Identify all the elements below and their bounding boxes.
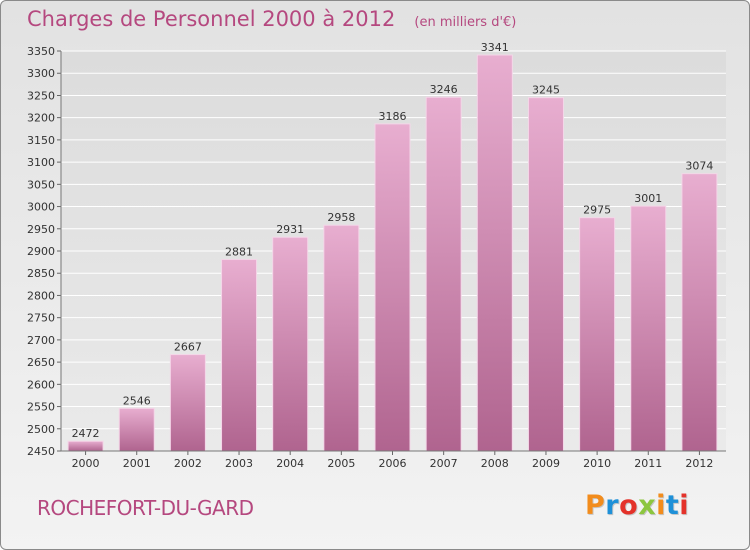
bar-2012 — [681, 173, 718, 452]
y-axis: 2450 2500 2550 2600 2650 2700 2750 2800 2850 2900… — [27, 45, 62, 458]
y-tick-label: 2950 — [27, 223, 55, 236]
logo-letter: o — [619, 490, 639, 521]
bar-2007 — [425, 96, 462, 452]
chart-unit-note: (en milliers d'€) — [414, 15, 517, 30]
x-tick-label: 2005 — [327, 457, 355, 470]
y-tick-label: 2650 — [27, 356, 55, 369]
bar-2001 — [118, 407, 155, 452]
bar-2005 — [323, 224, 360, 452]
bar-value-label: 2472 — [72, 427, 100, 440]
y-tick-label: 2750 — [27, 312, 55, 325]
x-tick-label: 2008 — [481, 457, 509, 470]
y-tick-label: 3250 — [27, 89, 55, 102]
bar-2008 — [476, 54, 513, 452]
y-tick-label: 2550 — [27, 401, 55, 414]
chart-title-row: Charges de Personnel 2000 à 2012 (en mil… — [27, 7, 516, 31]
y-tick-label: 2800 — [27, 289, 55, 302]
chart-title: Charges de Personnel 2000 à 2012 — [27, 7, 396, 31]
bar-value-label: 2667 — [174, 341, 202, 354]
logo-letter: r — [605, 490, 620, 521]
bar-value-label: 2958 — [327, 211, 355, 224]
logo-letter: x — [638, 490, 657, 521]
commune-name: ROCHEFORT-DU-GARD — [37, 496, 254, 520]
logo-letter: i — [679, 490, 690, 521]
bar-value-label: 2931 — [276, 223, 304, 236]
proxiti-logo[interactable]: Proxiti — [585, 490, 689, 521]
logo-letter: i — [656, 490, 666, 521]
bar-value-label: 2546 — [123, 394, 151, 407]
bar-2010 — [579, 217, 616, 452]
bar-value-label: 3246 — [430, 83, 458, 96]
bar-value-label: 3186 — [379, 110, 407, 123]
y-tick-label: 3350 — [27, 45, 55, 58]
logo-letter: P — [585, 490, 606, 521]
x-tick-label: 2002 — [174, 457, 202, 470]
bar-value-label: 2975 — [583, 204, 611, 217]
bar-2009 — [527, 97, 564, 452]
bar-2004 — [272, 236, 309, 452]
bar-2002 — [169, 354, 206, 452]
y-tick-label: 2600 — [27, 378, 55, 391]
bar-value-label: 3001 — [634, 192, 662, 205]
x-tick-label: 2000 — [72, 457, 100, 470]
bar-value-label: 3245 — [532, 84, 560, 97]
bar-value-label: 3341 — [481, 41, 509, 54]
y-tick-label: 3150 — [27, 134, 55, 147]
y-tick-label: 2700 — [27, 334, 55, 347]
y-tick-label: 2850 — [27, 267, 55, 280]
x-tick-label: 2007 — [430, 457, 458, 470]
bar-value-label: 2881 — [225, 245, 253, 258]
bar-2011 — [630, 205, 667, 452]
y-tick-label: 3100 — [27, 156, 55, 169]
bar-2003 — [221, 258, 258, 452]
x-tick-label: 2009 — [532, 457, 560, 470]
y-tick-label: 3300 — [27, 67, 55, 80]
y-tick-label: 3200 — [27, 112, 55, 125]
x-tick-label: 2006 — [379, 457, 407, 470]
bar-2006 — [374, 123, 411, 452]
x-tick-label: 2004 — [276, 457, 304, 470]
bar-2000 — [67, 440, 104, 452]
y-tick-label: 2450 — [27, 445, 55, 458]
y-tick-label: 2500 — [27, 423, 55, 436]
x-tick-label: 2010 — [583, 457, 611, 470]
x-tick-label: 2003 — [225, 457, 253, 470]
y-tick-label: 3050 — [27, 178, 55, 191]
logo-letter: t — [665, 490, 680, 521]
x-tick-label: 2012 — [685, 457, 713, 470]
bars: 2472 2546 2667 2881 2931 2958 3186 3246 3341 3245… — [67, 41, 718, 452]
bar-chart: 2450 2500 2550 2600 2650 2700 2750 2800 2850 2900… — [27, 41, 726, 470]
x-tick-label: 2011 — [634, 457, 662, 470]
y-tick-label: 3000 — [27, 201, 55, 214]
bar-value-label: 3074 — [685, 160, 713, 173]
x-tick-label: 2001 — [123, 457, 151, 470]
y-tick-label: 2900 — [27, 245, 55, 258]
x-axis: 2000 2001 2002 2003 2004 2005 2006 2007 2008 2009… — [61, 450, 726, 470]
